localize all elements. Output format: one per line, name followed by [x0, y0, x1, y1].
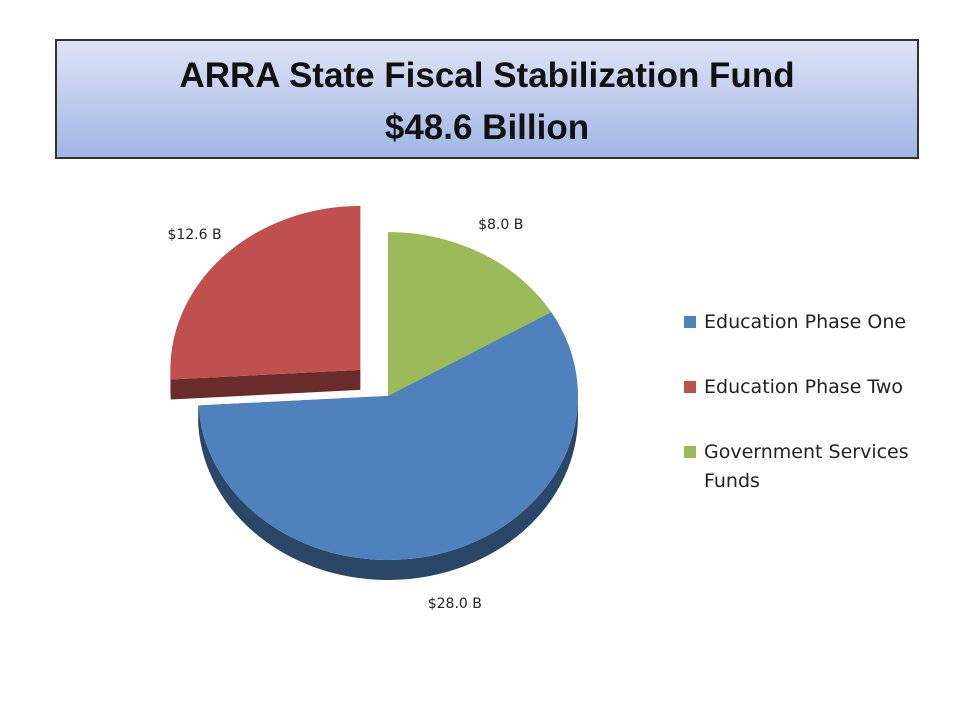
data-label: $8.0 B — [478, 217, 523, 233]
legend-label: Education Phase One — [704, 311, 907, 333]
legend-swatch — [684, 316, 696, 328]
chart-title: ARRA State Fiscal Stabilization Fund — [179, 56, 794, 95]
legend-label: Education Phase Two — [704, 376, 904, 398]
pie-slice — [198, 312, 578, 560]
chart-subtitle: $48.6 Billion — [385, 108, 589, 147]
legend-item: Government Services Funds — [684, 438, 944, 496]
slice-edge — [170, 369, 361, 400]
pie-slice — [388, 232, 552, 396]
data-label: $28.0 B — [428, 596, 482, 612]
data-label: $12.6 B — [167, 227, 221, 243]
legend-item: Education Phase Two — [684, 373, 944, 402]
legend-label: Government Services Funds — [704, 441, 909, 492]
pie-slice — [170, 205, 361, 380]
legend-item: Education Phase One — [684, 308, 944, 337]
legend: Education Phase One Education Phase Two Go… — [684, 308, 944, 532]
legend-swatch — [684, 446, 696, 458]
title-box — [55, 39, 919, 159]
legend-swatch — [684, 381, 696, 393]
